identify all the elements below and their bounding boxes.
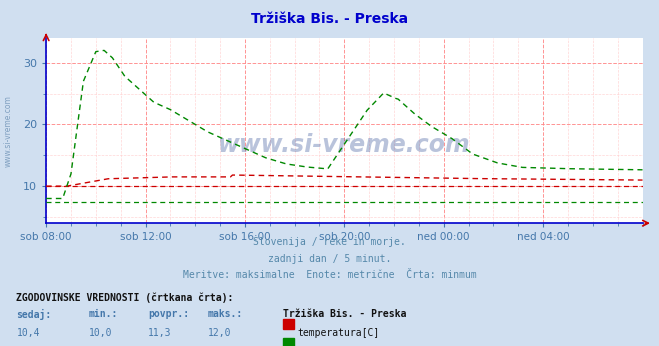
Text: zadnji dan / 5 minut.: zadnji dan / 5 minut. — [268, 254, 391, 264]
Text: ZGODOVINSKE VREDNOSTI (črtkana črta):: ZGODOVINSKE VREDNOSTI (črtkana črta): — [16, 292, 234, 303]
Text: Tržiška Bis. - Preska: Tržiška Bis. - Preska — [283, 309, 407, 319]
Text: temperatura[C]: temperatura[C] — [298, 328, 380, 338]
Text: www.si-vreme.com: www.si-vreme.com — [3, 95, 13, 167]
Text: sedaj:: sedaj: — [16, 309, 51, 320]
Text: 10,4: 10,4 — [16, 328, 40, 338]
Text: 10,0: 10,0 — [89, 328, 113, 338]
Text: Meritve: maksimalne  Enote: metrične  Črta: minmum: Meritve: maksimalne Enote: metrične Črta… — [183, 270, 476, 280]
Text: povpr.:: povpr.: — [148, 309, 189, 319]
Text: 11,3: 11,3 — [148, 328, 172, 338]
Text: 12,0: 12,0 — [208, 328, 231, 338]
Text: www.si-vreme.com: www.si-vreme.com — [218, 134, 471, 157]
Text: min.:: min.: — [89, 309, 119, 319]
Text: Tržiška Bis. - Preska: Tržiška Bis. - Preska — [251, 12, 408, 26]
Text: Slovenija / reke in morje.: Slovenija / reke in morje. — [253, 237, 406, 247]
Text: maks.:: maks.: — [208, 309, 243, 319]
